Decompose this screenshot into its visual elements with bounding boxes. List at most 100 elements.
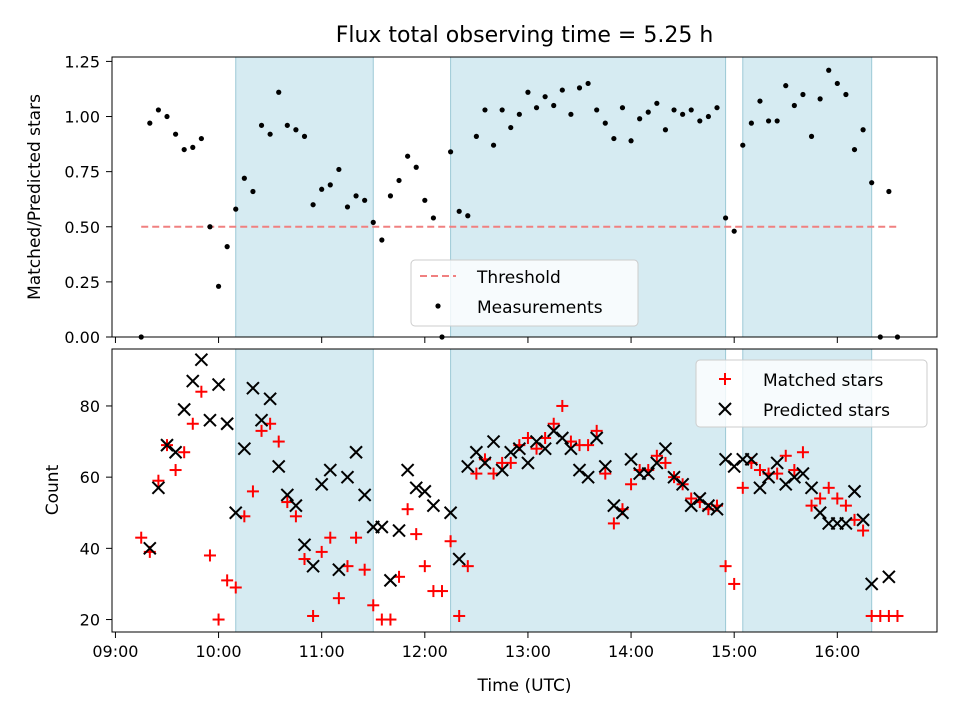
y-tick-label: 60 bbox=[80, 468, 100, 487]
measurement-point bbox=[430, 215, 437, 221]
matched-star-point bbox=[650, 449, 663, 462]
predicted-star-point bbox=[761, 470, 776, 484]
measurement-point bbox=[585, 80, 591, 87]
top-legend-box bbox=[410, 259, 639, 327]
matched-star-point bbox=[453, 609, 466, 622]
measurement-point bbox=[198, 135, 204, 142]
matched-star-point bbox=[625, 478, 638, 491]
matched-star-point bbox=[255, 424, 268, 437]
predicted-star-point bbox=[469, 445, 484, 459]
measurement-point bbox=[422, 197, 428, 203]
measurement-point bbox=[783, 83, 789, 89]
predicted-star-point bbox=[495, 463, 509, 477]
predicted-star-point bbox=[375, 520, 389, 534]
matched-star-point bbox=[315, 545, 328, 558]
predicted-star-point bbox=[804, 481, 819, 495]
matched-star-point bbox=[470, 467, 483, 480]
y-tick-label: 0.50 bbox=[64, 218, 100, 237]
matched-star-point bbox=[298, 553, 311, 566]
measurement-point bbox=[619, 105, 626, 111]
measurement-point bbox=[740, 142, 746, 148]
measurement-point bbox=[379, 237, 385, 243]
predicted-star-point bbox=[229, 506, 243, 520]
predicted-star-point bbox=[624, 452, 638, 467]
predicted-star-point bbox=[504, 445, 518, 459]
matched-star-point bbox=[504, 456, 517, 469]
bottom-panel-predicted-stars bbox=[143, 352, 896, 591]
matched-star-point bbox=[599, 467, 612, 480]
matched-star-point bbox=[607, 517, 620, 530]
measurement-point bbox=[465, 213, 471, 219]
measurement-point bbox=[551, 102, 557, 109]
predicted-star-point bbox=[538, 441, 552, 456]
matched-star-point bbox=[556, 399, 569, 412]
matched-star-point bbox=[186, 417, 199, 430]
predicted-star-point bbox=[289, 498, 303, 513]
predicted-star-point bbox=[521, 456, 535, 470]
predicted-star-point bbox=[392, 523, 406, 538]
matched-star-point bbox=[332, 592, 345, 605]
measurement-point bbox=[869, 180, 875, 186]
y-tick-label: 0.25 bbox=[64, 273, 100, 292]
matched-star-point bbox=[582, 439, 595, 452]
bottom-panel-ylabel: Count bbox=[43, 464, 63, 515]
predicted-star-point bbox=[675, 477, 690, 491]
matched-star-point bbox=[152, 474, 165, 487]
top-panel-x-ticks bbox=[114, 337, 838, 343]
predicted-star-point bbox=[409, 481, 423, 495]
measurement-point bbox=[284, 122, 290, 128]
measurement-point bbox=[843, 91, 849, 98]
measurement-point bbox=[215, 283, 222, 289]
measurement-point bbox=[628, 138, 634, 144]
measurement-point bbox=[327, 182, 333, 188]
matched-star-point bbox=[178, 446, 191, 459]
predicted-star-point bbox=[194, 352, 209, 367]
measurement-point bbox=[396, 177, 402, 184]
bottom-panel-matched-stars bbox=[135, 385, 904, 626]
predicted-star-point bbox=[529, 434, 544, 449]
measurement-point bbox=[172, 131, 179, 137]
measurement-point bbox=[258, 122, 265, 128]
x-tick-label: 12:00 bbox=[402, 642, 448, 661]
measurement-point bbox=[267, 131, 273, 137]
matched-star-point bbox=[195, 385, 208, 398]
predicted-star-point bbox=[650, 456, 664, 470]
measurement-point bbox=[499, 107, 505, 113]
bottom-legend-box bbox=[695, 359, 928, 428]
bottom-panel-x-axis: 09:00 10:00 11:00 12:00 13:00 14:00 15:00 16:00 bbox=[92, 632, 860, 661]
predicted-star-point bbox=[770, 456, 784, 470]
measurement-point bbox=[637, 116, 643, 122]
measurement-point bbox=[233, 206, 239, 212]
measurement-point bbox=[765, 118, 772, 124]
predicted-star-point bbox=[744, 452, 759, 467]
predicted-star-point bbox=[813, 506, 827, 520]
legend-matched-label: Matched stars bbox=[763, 371, 883, 391]
measurement-point bbox=[482, 107, 488, 113]
predicted-star-point bbox=[564, 441, 578, 456]
measurement-point bbox=[671, 107, 677, 113]
measurement-point bbox=[688, 107, 694, 113]
measurement-point bbox=[680, 111, 686, 117]
measurement-point bbox=[508, 124, 514, 131]
predicted-star-point bbox=[882, 570, 896, 584]
measurement-point bbox=[834, 80, 840, 87]
matched-star-point bbox=[461, 560, 474, 573]
measurement-point bbox=[190, 144, 196, 150]
matched-star-point bbox=[246, 485, 259, 498]
predicted-star-point bbox=[615, 506, 630, 520]
measurement-point bbox=[181, 146, 187, 153]
matched-star-point bbox=[289, 510, 302, 523]
measurement-point bbox=[293, 127, 299, 133]
predicted-star-point bbox=[701, 498, 716, 513]
predicted-star-point bbox=[555, 431, 570, 445]
measurement-point bbox=[301, 133, 308, 139]
matched-star-point bbox=[212, 613, 225, 626]
measurement-point bbox=[224, 244, 230, 250]
predicted-star-point bbox=[323, 463, 337, 477]
matched-star-point bbox=[839, 499, 852, 512]
measurement-point bbox=[447, 149, 454, 155]
predicted-star-point bbox=[753, 481, 767, 495]
measurement-point bbox=[860, 127, 866, 133]
measurement-point bbox=[791, 102, 797, 109]
